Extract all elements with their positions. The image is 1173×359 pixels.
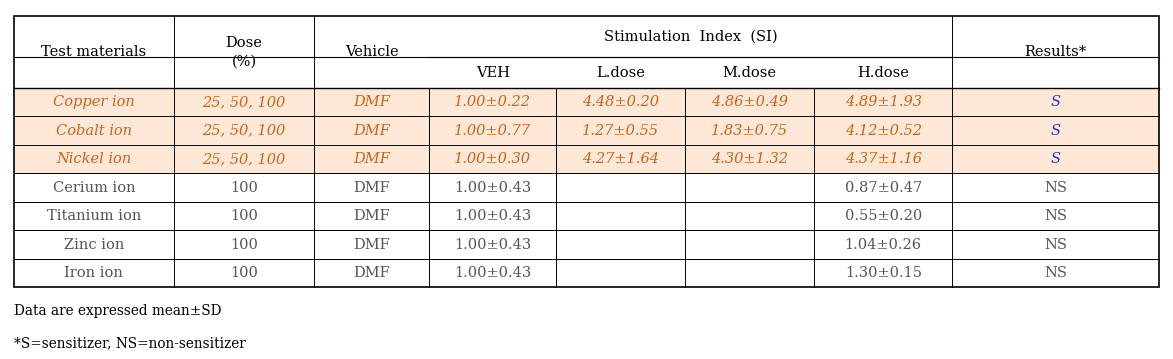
Text: DMF: DMF [353,123,391,137]
Text: Stimulation  Index  (SI): Stimulation Index (SI) [604,30,778,44]
Text: Vehicle: Vehicle [345,45,399,59]
Text: 100: 100 [230,209,258,223]
Text: 4.89±1.93: 4.89±1.93 [845,95,922,109]
Bar [14,259,1159,287]
Text: 1.00±0.43: 1.00±0.43 [454,266,531,280]
Text: 1.00±0.43: 1.00±0.43 [454,181,531,195]
Text: VEH: VEH [476,66,509,80]
Text: Zinc ion: Zinc ion [63,238,124,252]
Text: 100: 100 [230,181,258,195]
Text: Results*: Results* [1025,45,1086,59]
Text: Nickel ion: Nickel ion [56,152,131,166]
Text: DMF: DMF [353,152,391,166]
Bar [14,88,1159,116]
Text: 1.00±0.22: 1.00±0.22 [454,95,531,109]
Text: S: S [1051,95,1060,109]
Text: L.dose: L.dose [596,66,645,80]
Text: 1.83±0.75: 1.83±0.75 [711,123,788,137]
Text: 4.37±1.16: 4.37±1.16 [845,152,922,166]
Text: 1.04±0.26: 1.04±0.26 [845,238,922,252]
Bar [14,116,1159,145]
Bar [14,202,1159,230]
Text: 4.12±0.52: 4.12±0.52 [845,123,922,137]
Text: Data are expressed mean±SD: Data are expressed mean±SD [14,304,222,317]
Text: Copper ion: Copper ion [53,95,135,109]
Text: Dose
(%): Dose (%) [225,36,263,68]
Bar [14,230,1159,259]
Text: NS: NS [1044,238,1067,252]
Text: DMF: DMF [353,181,391,195]
Text: NS: NS [1044,209,1067,223]
Text: Cobalt ion: Cobalt ion [56,123,131,137]
Text: Iron ion: Iron ion [65,266,123,280]
Text: *S=sensitizer, NS=non-sensitizer: *S=sensitizer, NS=non-sensitizer [14,336,246,350]
Text: 4.27±1.64: 4.27±1.64 [582,152,659,166]
Text: Cerium ion: Cerium ion [53,181,135,195]
Text: 1.00±0.30: 1.00±0.30 [454,152,531,166]
Text: 100: 100 [230,266,258,280]
Text: DMF: DMF [353,266,391,280]
Text: 1.27±0.55: 1.27±0.55 [582,123,659,137]
Text: 1.00±0.43: 1.00±0.43 [454,209,531,223]
Text: 1.30±0.15: 1.30±0.15 [845,266,922,280]
Text: 25, 50, 100: 25, 50, 100 [203,152,285,166]
Bar [14,173,1159,202]
Text: 0.55±0.20: 0.55±0.20 [845,209,922,223]
Text: 100: 100 [230,238,258,252]
Text: 25, 50, 100: 25, 50, 100 [203,123,285,137]
Text: 25, 50, 100: 25, 50, 100 [203,95,285,109]
Text: S: S [1051,123,1060,137]
Text: 4.86±0.49: 4.86±0.49 [711,95,788,109]
Text: Test materials: Test materials [41,45,147,59]
Text: NS: NS [1044,266,1067,280]
Bar [14,145,1159,173]
Text: NS: NS [1044,181,1067,195]
Text: H.dose: H.dose [857,66,909,80]
Text: 0.87±0.47: 0.87±0.47 [845,181,922,195]
Text: 4.30±1.32: 4.30±1.32 [711,152,788,166]
Text: 4.48±0.20: 4.48±0.20 [582,95,659,109]
Text: 1.00±0.77: 1.00±0.77 [454,123,531,137]
Bar [14,16,1159,287]
Text: 1.00±0.43: 1.00±0.43 [454,238,531,252]
Text: DMF: DMF [353,209,391,223]
Text: DMF: DMF [353,95,391,109]
Text: M.dose: M.dose [723,66,777,80]
Text: DMF: DMF [353,238,391,252]
Text: S: S [1051,152,1060,166]
Text: Titanium ion: Titanium ion [47,209,141,223]
